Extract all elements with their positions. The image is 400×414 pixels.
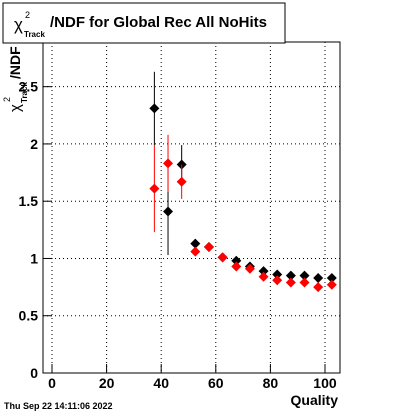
marker: [326, 279, 337, 290]
marker: [285, 270, 296, 281]
marker: [203, 242, 214, 253]
timestamp: Thu Sep 22 14:11:06 2022: [4, 401, 113, 411]
marker: [163, 158, 174, 169]
y-tick-label: 1.5: [19, 193, 39, 209]
marker: [231, 261, 242, 272]
chart-title: /NDF for Global Rec All NoHits: [50, 14, 267, 31]
marker: [299, 270, 310, 281]
marker: [313, 272, 324, 283]
marker: [190, 238, 201, 249]
x-tick-label: 40: [153, 375, 169, 391]
x-label: Quality: [291, 392, 339, 408]
marker: [258, 266, 269, 277]
marker: [190, 246, 201, 257]
y-label-text: /NDF: [7, 46, 23, 79]
x-tick-label: 60: [208, 375, 224, 391]
marker: [272, 269, 283, 280]
x-tick-label: 80: [263, 375, 279, 391]
y-label-sub: Track: [20, 82, 29, 103]
plot-area: 0 20 40 60 80 100 0 0.5 1 1.5 2 2.5: [19, 42, 340, 391]
marker: [217, 252, 228, 263]
marker: [313, 282, 324, 293]
y-label: χ 2 Track /NDF: [2, 46, 29, 112]
marker: [176, 176, 187, 187]
marker: [163, 206, 174, 217]
marker: [299, 277, 310, 288]
y-tick-label: 0: [30, 365, 38, 381]
marker: [272, 275, 283, 286]
x-tick-label: 20: [99, 375, 115, 391]
marker: [258, 271, 269, 282]
marker: [149, 183, 160, 194]
title-sub: Track: [24, 30, 45, 39]
y-label-sup: 2: [2, 97, 12, 102]
marker: [244, 263, 255, 274]
y-tick-label: 1: [30, 250, 38, 266]
y-label-symbol: χ: [7, 104, 24, 112]
x-tick-label: 100: [313, 375, 337, 391]
x-tick-label: 0: [48, 375, 56, 391]
title-box: [2, 2, 286, 44]
y-tick-label: 2.5: [19, 79, 39, 95]
marker: [285, 277, 296, 288]
marker: [149, 103, 160, 114]
marker: [326, 272, 337, 283]
y-tick-label: 0.5: [19, 308, 39, 324]
y-tick-label: 2: [30, 136, 38, 152]
title-sup: 2: [25, 10, 30, 20]
title-symbol: χ: [14, 15, 23, 34]
marker: [231, 255, 242, 266]
